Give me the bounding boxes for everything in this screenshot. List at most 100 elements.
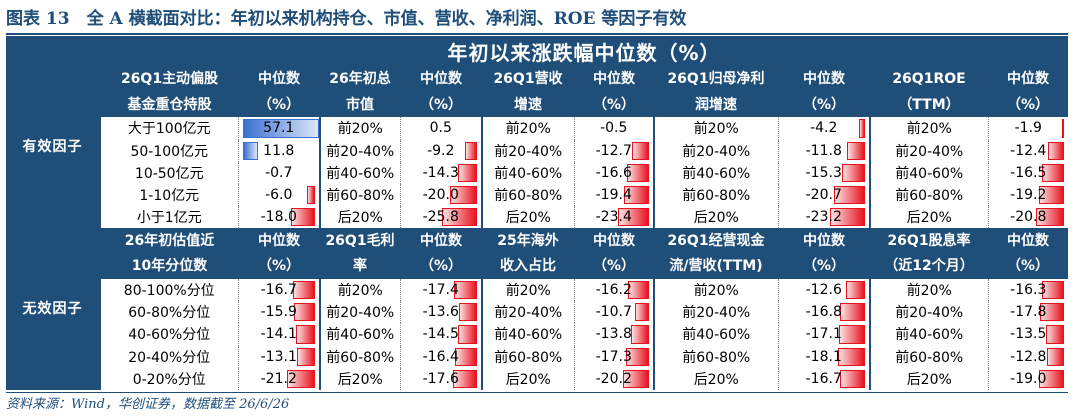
median-cell: -10.7	[573, 301, 654, 324]
data-bar	[1061, 119, 1065, 138]
bucket-label: 前40-60%	[319, 323, 400, 346]
data-bar	[242, 119, 320, 138]
header-row: 有效因子 26Q1主动偏股 中位数 26年初总 中位数 26Q1营收 中位数 26Q1归母净利…	[6, 66, 1069, 229]
median-header: （%）	[400, 253, 482, 280]
median-value: -16.6	[595, 164, 632, 181]
median-value: -23.2	[805, 209, 842, 226]
median-cell: -25.8	[399, 206, 482, 229]
factor-comparison-table: 年初以来涨跌幅中位数（%） 有效因子 26Q1主动偏股 中位数 26年初总 中位数 26Q…	[6, 36, 1069, 390]
bucket-label: 前20%	[869, 279, 988, 302]
median-header: （%）	[778, 92, 870, 118]
median-cell: -17.1	[777, 323, 870, 346]
bucket-label: 后20%	[319, 367, 400, 390]
median-cell: -9.2	[399, 139, 482, 162]
bucket-label: 前60-80%	[869, 183, 988, 207]
data-bar	[306, 185, 315, 205]
median-cell: -20.8	[987, 206, 1069, 229]
median-value: -12.8	[1010, 348, 1047, 365]
header-row: 10年分位数 （%）率（%） 收入占比 （%） 流/营收(TTM) （%） （近12个月）（…	[6, 253, 1069, 280]
data-bar	[1040, 303, 1065, 322]
factor-header: 基金重仓持股	[100, 92, 238, 118]
median-cell: -16.8	[777, 301, 870, 324]
median-cell: -23.2	[777, 206, 870, 229]
header-row: 基金重仓持股 （%） 市值 （%） 增速 （%） 润增速 （%） （TTM） （%）	[6, 92, 1069, 118]
bucket-label: 前60-80%	[319, 183, 400, 207]
data-bar	[242, 141, 259, 160]
data-bar	[457, 163, 477, 182]
data-bar	[847, 141, 865, 160]
bucket-label: 前20%	[319, 279, 400, 302]
bucket-label: 1-10亿元	[100, 183, 238, 207]
median-cell: -19.2	[987, 183, 1069, 207]
median-header: 中位数	[778, 228, 870, 254]
bucket-label: 前20%	[869, 117, 988, 140]
data-bar	[623, 185, 649, 205]
median-header: 中位数	[988, 228, 1069, 254]
median-value: -17.1	[805, 326, 842, 343]
banner-corner	[6, 36, 100, 67]
data-bar	[618, 208, 649, 227]
table-row: 0-20%分位 -21.2 后20% -17.6 后20% -20.2 后20% -16.7 后…	[6, 367, 1069, 390]
median-value: -25.8	[422, 209, 459, 226]
median-cell: -17.3	[573, 345, 654, 368]
bucket-label: 0-20%分位	[100, 367, 238, 390]
median-value: -14.3	[422, 164, 459, 181]
median-value: -0.5	[600, 120, 628, 137]
bucket-label: 前20%	[653, 279, 778, 302]
median-header: （%）	[238, 92, 320, 118]
header-row: 无效因子 26年初估值近 中位数 26Q1毛利 中位数 25年海外 中位数 26Q1经营现金中…	[6, 228, 1069, 390]
data-bar	[457, 325, 477, 344]
median-value: -20.8	[1010, 209, 1047, 226]
bucket-label: 前20-40%	[869, 301, 988, 324]
bucket-label: 后20%	[869, 367, 988, 390]
bucket-label: 前60-80%	[319, 345, 400, 368]
median-value: -12.4	[1010, 142, 1047, 159]
median-value: -12.6	[805, 282, 842, 299]
median-value: -12.7	[595, 142, 632, 159]
bucket-label: 前60-80%	[653, 183, 778, 207]
median-value: -4.2	[810, 120, 838, 137]
median-value: -23.4	[595, 209, 632, 226]
data-bar	[630, 325, 649, 344]
data-bar	[627, 281, 649, 300]
data-bar	[833, 185, 865, 205]
median-value: -16.8	[805, 304, 842, 321]
bucket-label: 后20%	[869, 206, 988, 229]
median-value: 57.1	[263, 120, 295, 137]
factor-header: 26Q1营收	[482, 66, 574, 92]
median-cell: -0.5	[573, 117, 654, 140]
group-label: 有效因子	[6, 66, 101, 229]
banner-title: 年初以来涨跌幅中位数（%）	[100, 36, 1069, 67]
data-bar	[296, 325, 315, 344]
table-row: 80-100%分位 -16.7 前20% -17.4 前20% -16.2 前20% -12.…	[6, 279, 1069, 302]
bucket-label: 前40-60%	[653, 323, 778, 346]
bucket-label: 前20%	[481, 279, 574, 302]
bucket-label: 后20%	[481, 206, 574, 229]
factor-header: 26Q1经营现金	[654, 228, 778, 254]
factor-header: 26Q1毛利	[320, 228, 400, 254]
median-header: 中位数	[238, 66, 320, 92]
median-cell: -13.6	[399, 301, 482, 324]
median-value: -21.2	[260, 370, 297, 387]
data-bar	[290, 208, 315, 227]
bucket-label: 后20%	[481, 367, 574, 390]
factor-header: 润增速	[654, 92, 778, 118]
median-value: -17.4	[422, 282, 459, 299]
bucket-label: 后20%	[653, 206, 778, 229]
median-value: -18.1	[805, 348, 842, 365]
median-value: -16.3	[1010, 282, 1047, 299]
median-cell: -12.6	[777, 279, 870, 302]
median-value: 0.5	[429, 120, 452, 137]
median-value: -19.0	[1010, 370, 1047, 387]
median-cell: -14.3	[399, 161, 482, 184]
table-row: 10-50亿元 -0.7 前40-60% -14.3 前40-60% -16.6 前40-6…	[6, 161, 1069, 184]
median-cell: -14.5	[399, 323, 482, 346]
factor-header: 收入占比	[482, 253, 574, 280]
bucket-label: 前20%	[481, 117, 574, 140]
factor-header: 26年初总	[320, 66, 400, 92]
factor-header: 26Q1ROE	[870, 66, 988, 92]
table-row: 60-80%分位 -15.9 前20-40% -13.6 前20-40% -10.7 前20…	[6, 301, 1069, 324]
factor-header: 26Q1归母净利	[654, 66, 778, 92]
median-cell: -15.3	[777, 161, 870, 184]
factor-header: 26Q1股息率	[870, 228, 988, 254]
